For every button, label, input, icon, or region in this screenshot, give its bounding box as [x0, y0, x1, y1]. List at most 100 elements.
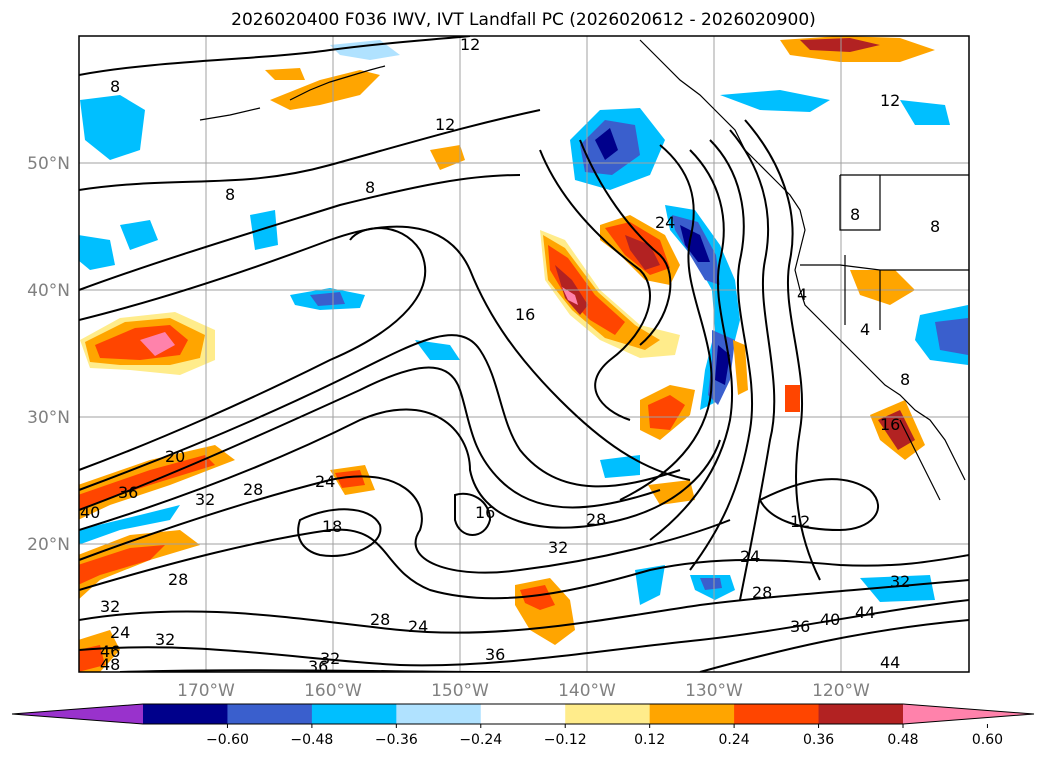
anomaly-region	[310, 292, 345, 306]
contour-label: 28	[243, 480, 263, 499]
anomaly-region	[860, 575, 935, 602]
map-background	[79, 36, 969, 672]
colorbar-tick-label: −0.60	[206, 732, 249, 748]
contour-labels: 12 8 12 12 8 8 8 16 24 4 8 4 8 16 20 36 …	[80, 35, 940, 676]
map-title: 2026020400 F036 IWV, IVT Landfall PC (20…	[231, 10, 816, 30]
coastline	[899, 419, 941, 501]
anomaly-region	[415, 340, 460, 360]
contour-label: 24	[408, 617, 428, 636]
map-frame	[78, 35, 970, 673]
contour-label: 28	[168, 570, 188, 589]
anomaly-region	[878, 410, 915, 450]
coastline	[839, 175, 881, 231]
colorbar-tick-label: 0.24	[719, 732, 750, 748]
lat-label: 30°N	[27, 408, 70, 428]
contour-label: 36	[308, 657, 328, 676]
anomaly-region	[520, 585, 555, 610]
contour-label: 44	[855, 603, 875, 622]
contour-label: 28	[370, 610, 390, 629]
contour-label: 4	[860, 320, 870, 339]
contour-label: 12	[460, 35, 480, 54]
anomaly-region	[562, 287, 578, 305]
contour-label: 28	[586, 510, 606, 529]
contour-label: 16	[880, 415, 900, 434]
anomaly-region	[79, 235, 115, 270]
lat-label: 20°N	[27, 535, 70, 555]
contour-line	[729, 129, 776, 601]
contour-line	[79, 599, 969, 667]
anomaly-region	[270, 70, 380, 110]
contour-line	[79, 408, 721, 531]
contour-label: 8	[225, 185, 235, 204]
colorbar-swatch	[734, 704, 820, 724]
contour-line	[454, 492, 492, 536]
contour-label: 44	[880, 653, 900, 672]
contour-label: 16	[475, 503, 495, 522]
colorbar-swatch	[565, 704, 651, 724]
contour-line	[79, 579, 969, 634]
colorbar-swatch	[143, 704, 228, 724]
colorbar-tick-label: 0.60	[972, 732, 1003, 748]
anomaly-region	[330, 40, 400, 60]
contour-layer	[79, 36, 969, 672]
contour-label: 32	[548, 538, 568, 557]
lon-label: 120°W	[812, 681, 870, 701]
anomaly-region	[79, 505, 180, 545]
contour-label: 12	[790, 512, 810, 531]
contour-line	[79, 225, 691, 481]
contour-label: 36	[790, 617, 810, 636]
contour-line	[79, 36, 471, 76]
contour-line	[539, 149, 651, 421]
lat-label: 50°N	[27, 154, 70, 174]
contour-label: 46	[100, 642, 120, 661]
contour-line	[79, 528, 969, 600]
contour-label: 18	[322, 517, 342, 536]
contour-line	[79, 475, 731, 574]
colorbar-swatch	[818, 704, 904, 724]
colorbar-outline	[11, 703, 1035, 725]
coastline	[199, 107, 261, 121]
contour-label: 40	[80, 503, 100, 522]
contour-label: 8	[900, 370, 910, 389]
colorbar-tick-label: −0.12	[544, 732, 587, 748]
contour-line	[579, 139, 672, 346]
anomaly-region	[80, 95, 145, 160]
anomaly-region	[335, 470, 365, 488]
contour-line	[649, 149, 734, 541]
anomaly-region	[140, 332, 175, 356]
anomaly-region	[900, 100, 950, 125]
contour-label: 24	[655, 213, 675, 232]
anomaly-region	[648, 395, 685, 430]
contour-label: 40	[820, 610, 840, 629]
anomaly-region	[648, 480, 695, 505]
contour-label: 8	[365, 178, 375, 197]
contour-label: 24	[110, 623, 130, 642]
lon-label: 140°W	[558, 681, 616, 701]
anomaly-region	[430, 145, 465, 170]
anomaly-region	[800, 38, 880, 52]
contour-label: 24	[315, 472, 335, 491]
anomaly-region	[625, 235, 660, 270]
contour-label: 8	[110, 77, 120, 96]
colorbar-tick-label: −0.36	[375, 732, 418, 748]
contour-label: 20	[165, 447, 185, 466]
anomaly-region	[250, 210, 278, 250]
contour-label: 36	[118, 483, 138, 502]
contour-line	[744, 119, 821, 581]
latitude-labels: 50°N 40°N 30°N 20°N	[27, 154, 70, 555]
contour-label: 32	[195, 490, 215, 509]
colorbar-swatch	[649, 704, 735, 724]
contour-line	[297, 508, 382, 557]
anomaly-region	[935, 318, 968, 355]
contour-line	[79, 366, 661, 511]
anomaly-region	[595, 128, 618, 160]
anomaly-region	[600, 455, 640, 478]
anomaly-region	[733, 340, 748, 395]
coastline	[289, 65, 386, 101]
anomaly-region	[715, 345, 730, 385]
contour-label: 4	[797, 285, 807, 304]
anomaly-region	[79, 530, 200, 600]
contour-line	[689, 139, 754, 571]
colorbar: −0.60 −0.48 −0.36 −0.24 −0.12 0.12 0.24 0.36 0.4…	[11, 703, 1035, 748]
colorbar-extend-high	[903, 704, 1034, 724]
